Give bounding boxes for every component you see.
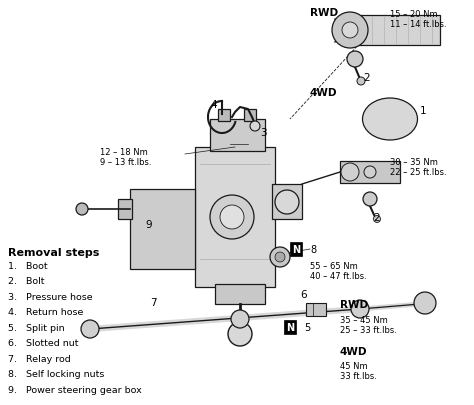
Circle shape: [332, 13, 368, 49]
Circle shape: [351, 300, 369, 318]
Bar: [365, 112, 375, 128]
Bar: [340, 162, 400, 183]
Text: 35 – 45 Nm
25 – 33 ft.lbs.: 35 – 45 Nm 25 – 33 ft.lbs.: [340, 315, 397, 335]
Circle shape: [228, 322, 252, 346]
Bar: [218, 110, 230, 122]
Text: 15 – 20 Nm
11 – 14 ft.lbs.: 15 – 20 Nm 11 – 14 ft.lbs.: [390, 10, 447, 29]
Text: 8.   Self locking nuts: 8. Self locking nuts: [8, 370, 104, 379]
Circle shape: [250, 122, 260, 132]
Bar: [272, 185, 302, 220]
Ellipse shape: [363, 99, 418, 141]
Bar: [215, 284, 265, 304]
Text: 3: 3: [260, 128, 266, 138]
Circle shape: [342, 23, 358, 39]
Text: 7: 7: [150, 297, 156, 307]
Bar: [118, 200, 132, 220]
Text: 3.   Pressure hose: 3. Pressure hose: [8, 292, 92, 301]
Text: 4.   Return hose: 4. Return hose: [8, 308, 83, 317]
Text: 30 – 35 Nm
22 – 25 ft.lbs.: 30 – 35 Nm 22 – 25 ft.lbs.: [390, 158, 447, 177]
Circle shape: [414, 292, 436, 314]
Text: Removal steps: Removal steps: [8, 247, 100, 257]
Circle shape: [341, 164, 359, 181]
Text: 9.   Power steering gear box: 9. Power steering gear box: [8, 385, 142, 394]
Text: 2: 2: [373, 213, 380, 222]
Bar: [130, 190, 195, 269]
Text: 5: 5: [304, 322, 310, 332]
Text: 2: 2: [363, 73, 370, 83]
Text: N: N: [286, 322, 294, 332]
Circle shape: [210, 196, 254, 239]
Text: 6.   Slotted nut: 6. Slotted nut: [8, 339, 79, 347]
Bar: [210, 120, 265, 151]
Circle shape: [76, 203, 88, 215]
Circle shape: [275, 190, 299, 215]
Circle shape: [220, 205, 244, 230]
Text: 5.   Split pin: 5. Split pin: [8, 323, 64, 332]
Text: 6: 6: [300, 289, 307, 299]
Bar: [244, 110, 256, 122]
Text: RWD: RWD: [340, 299, 368, 309]
Circle shape: [357, 78, 365, 86]
Text: 12 – 18 Nm
9 – 13 ft.lbs.: 12 – 18 Nm 9 – 13 ft.lbs.: [100, 148, 152, 167]
Text: 8: 8: [310, 244, 316, 254]
Text: 9: 9: [145, 220, 152, 230]
Text: 45 Nm
33 ft.lbs.: 45 Nm 33 ft.lbs.: [340, 361, 377, 380]
Text: 4WD: 4WD: [310, 88, 337, 98]
Text: N: N: [292, 244, 300, 254]
Bar: [355, 16, 440, 46]
Circle shape: [275, 252, 285, 262]
Circle shape: [347, 52, 363, 68]
Text: 1: 1: [420, 106, 427, 116]
Bar: [306, 303, 326, 316]
Bar: [195, 148, 275, 287]
Circle shape: [231, 310, 249, 328]
Text: 2.   Bolt: 2. Bolt: [8, 277, 45, 286]
Text: 7.   Relay rod: 7. Relay rod: [8, 354, 71, 363]
Text: 4: 4: [210, 100, 217, 110]
Circle shape: [81, 320, 99, 338]
Circle shape: [374, 216, 381, 223]
Circle shape: [363, 192, 377, 207]
Text: 4WD: 4WD: [340, 346, 367, 356]
Circle shape: [270, 247, 290, 267]
Text: RWD: RWD: [310, 8, 338, 18]
Circle shape: [364, 166, 376, 179]
Text: 55 – 65 Nm
40 – 47 ft.lbs.: 55 – 65 Nm 40 – 47 ft.lbs.: [310, 261, 367, 281]
Text: 1.   Boot: 1. Boot: [8, 261, 47, 270]
